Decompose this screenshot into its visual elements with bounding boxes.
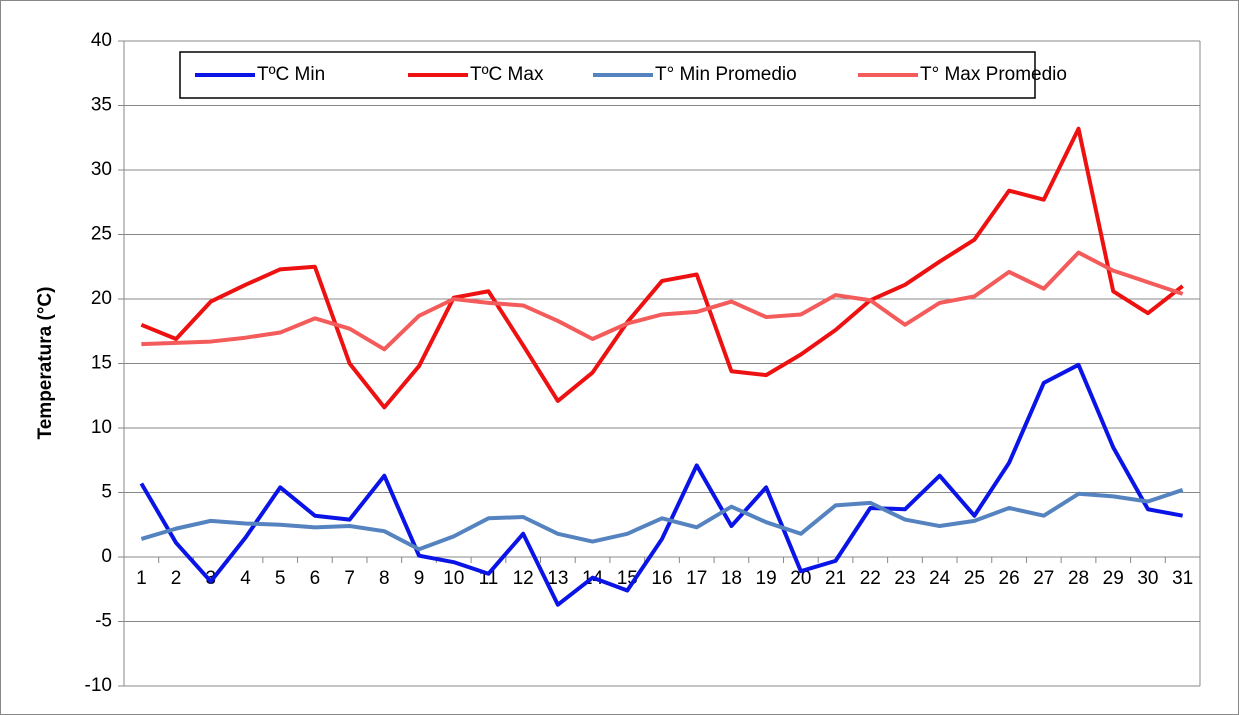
y-tick-label: 0 [101,546,112,567]
x-tick-label: 27 [1033,568,1054,589]
x-tick-label: 23 [894,568,915,589]
x-tick-label: 25 [964,568,985,589]
x-tick-label: 7 [344,568,355,589]
x-tick-label: 28 [1068,568,1089,589]
x-tick-label: 9 [414,568,425,589]
y-tick-label: 35 [91,95,112,116]
x-tick-label: 5 [275,568,286,589]
x-tick-label: 30 [1137,568,1158,589]
x-tick-label: 13 [547,568,568,589]
series-line [139,362,1184,607]
x-tick-label: 12 [513,568,534,589]
x-tick-label: 2 [171,568,182,589]
series-line [140,488,1184,552]
y-tick-label: 40 [91,30,112,51]
y-tick-label: -5 [95,611,112,632]
x-tick-label: 26 [999,568,1020,589]
x-tick-label: 19 [756,568,777,589]
series-line [140,126,1184,410]
legend-label: T° Min Promedio [655,64,797,85]
y-tick-label: 20 [91,288,112,309]
legend-label: TºC Min [257,64,325,85]
y-tick-label: -10 [85,675,112,696]
y-tick-label: 15 [91,353,112,374]
x-tick-label: 18 [721,568,742,589]
y-tick-label: 5 [101,482,112,503]
x-tick-label: 10 [443,568,464,589]
x-tick-label: 21 [825,568,846,589]
x-tick-label: 24 [929,568,951,589]
y-tick-label: 30 [91,159,112,180]
y-axis-label: Temperatura (°C) [35,287,56,440]
x-tick-label: 17 [686,568,707,589]
x-tick-label: 1 [136,568,147,589]
x-tick-label: 4 [240,568,251,589]
x-tick-label: 29 [1103,568,1124,589]
legend-label: T° Max Promedio [920,64,1067,85]
y-tick-label: 25 [91,224,112,245]
x-tick-label: 31 [1172,568,1193,589]
y-tick-label: 10 [91,417,112,438]
x-tick-label: 22 [860,568,881,589]
x-tick-label: 6 [310,568,321,589]
x-tick-label: 16 [651,568,672,589]
x-tick-label: 20 [790,568,811,589]
legend-label: TºC Max [470,64,544,85]
series-line [141,250,1184,352]
x-tick-label: 8 [379,568,390,589]
